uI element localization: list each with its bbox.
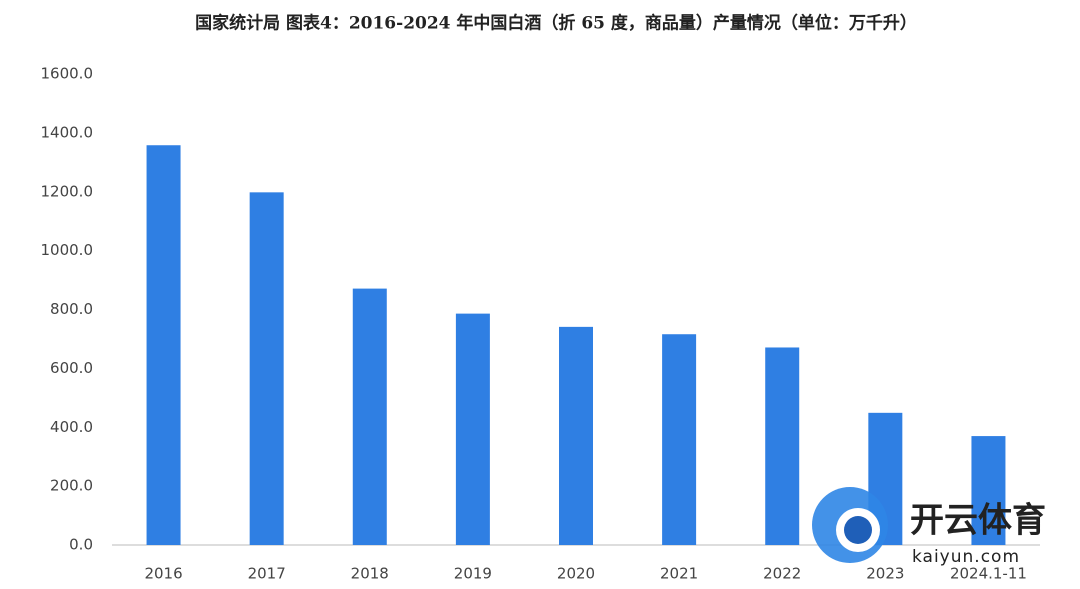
bar	[146, 145, 181, 545]
x-tick-label: 2016	[144, 565, 182, 583]
bar	[765, 347, 800, 545]
x-tick-label: 2017	[248, 565, 286, 583]
y-tick-label: 0.0	[69, 536, 93, 554]
bar	[352, 288, 387, 545]
watermark-title: 开云体育	[910, 501, 1046, 541]
x-tick-label: 2019	[454, 565, 492, 583]
bar	[249, 192, 284, 545]
x-tick-label: 2022	[763, 565, 801, 583]
watermark: 开云体育 kaiyun.com	[812, 487, 1046, 567]
y-tick-label: 200.0	[50, 477, 93, 495]
watermark-logo	[844, 516, 872, 544]
x-tick-label: 2023	[866, 565, 904, 583]
bar	[455, 313, 490, 545]
y-tick-label: 1000.0	[41, 241, 94, 259]
x-tick-label: 2021	[660, 565, 698, 583]
x-tick-label: 2024.1-11	[950, 565, 1027, 583]
x-tick-label: 2018	[351, 565, 389, 583]
bar	[662, 334, 697, 545]
y-tick-label: 800.0	[50, 300, 93, 318]
y-tick-label: 1600.0	[41, 65, 94, 83]
y-tick-label: 400.0	[50, 418, 93, 436]
y-tick-label: 1200.0	[41, 182, 94, 200]
chart-title: 国家统计局 图表4：2016-2024 年中国白酒（折 65 度，商品量）产量情…	[195, 13, 917, 34]
y-tick-label: 600.0	[50, 359, 93, 377]
bar	[971, 436, 1006, 545]
bar	[559, 326, 593, 545]
x-tick-label: 2020	[557, 565, 595, 583]
y-tick-label: 1400.0	[41, 123, 94, 141]
watermark-url: kaiyun.com	[912, 547, 1020, 567]
